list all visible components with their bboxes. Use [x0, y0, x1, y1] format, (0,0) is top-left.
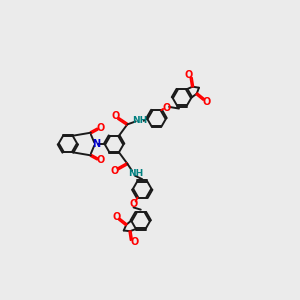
Text: O: O: [111, 111, 119, 121]
Text: O: O: [130, 200, 138, 209]
Text: O: O: [97, 123, 105, 133]
Text: NH: NH: [128, 169, 143, 178]
Text: O: O: [97, 155, 105, 165]
Text: O: O: [130, 237, 139, 248]
Text: N: N: [92, 139, 100, 149]
Text: O: O: [184, 70, 192, 80]
Text: O: O: [112, 212, 120, 222]
Text: NH: NH: [132, 116, 147, 125]
Text: O: O: [163, 103, 171, 113]
Text: O: O: [110, 166, 118, 176]
Text: O: O: [202, 97, 211, 107]
